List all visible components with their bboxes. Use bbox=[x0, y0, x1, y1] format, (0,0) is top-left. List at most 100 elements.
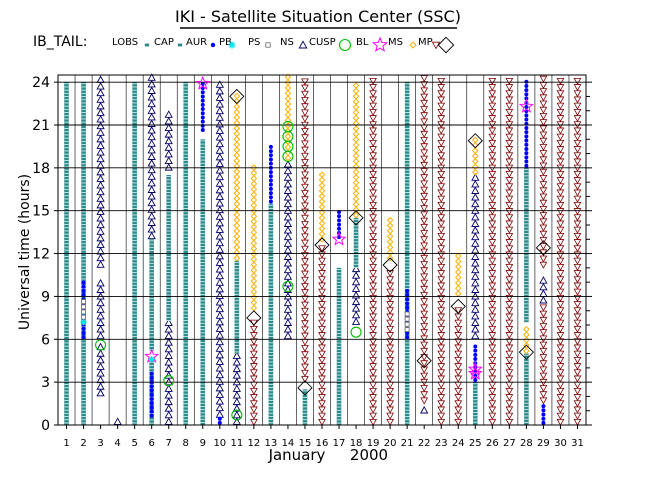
day-20-mp-mark-7 bbox=[386, 375, 395, 383]
legend-label-ns: NS bbox=[280, 37, 294, 48]
day-7-ns-mark-8 bbox=[164, 110, 173, 118]
day-30-mp-mark-23 bbox=[556, 276, 565, 284]
day-15-mp-mark-26 bbox=[301, 214, 309, 222]
day-21-aur-mark-11 bbox=[405, 288, 410, 293]
day-column-10 bbox=[215, 80, 224, 425]
day-22-mp-mark-22 bbox=[420, 261, 429, 269]
day-16-mp-mark-21 bbox=[318, 288, 326, 296]
day-25-ns-mark-22 bbox=[471, 186, 480, 194]
day-11-ms-mark-7 bbox=[233, 216, 241, 224]
day-18-ms-mark-23 bbox=[352, 87, 360, 95]
day-14-ms-mark-9 bbox=[284, 106, 292, 113]
day-19-mp-mark-30 bbox=[369, 232, 377, 240]
day-29-aur-mark-1 bbox=[541, 416, 546, 421]
day-10-ns-mark-23 bbox=[215, 258, 224, 266]
day-3-ns-mark-2 bbox=[96, 318, 105, 326]
day-7-ns-mark-12 bbox=[164, 338, 173, 346]
day-3-ns-mark-5 bbox=[96, 227, 105, 235]
day-25-aur-mark-0 bbox=[473, 378, 478, 383]
day-15-mp-mark-28 bbox=[301, 202, 309, 210]
day-28-bs-marker-0 bbox=[518, 344, 535, 360]
day-26-mp-mark-16 bbox=[488, 319, 497, 327]
day-26-mp-mark-31 bbox=[488, 226, 497, 234]
day-24-mp-mark-4 bbox=[454, 394, 463, 402]
day-12-ms-mark-2 bbox=[250, 293, 258, 301]
day-15-mp-mark-27 bbox=[301, 208, 309, 216]
day-14-ns-mark-3 bbox=[283, 311, 293, 320]
day-19-mp-mark-36 bbox=[369, 195, 377, 203]
day-23-mp-mark-9 bbox=[437, 363, 446, 371]
day-21-aur-mark-9 bbox=[405, 297, 410, 302]
day-3-ns-mark-16 bbox=[96, 154, 105, 163]
day-10-ns-mark-12 bbox=[215, 331, 224, 339]
day-21-aur-mark-8 bbox=[405, 301, 410, 306]
day-15-mp-mark-3 bbox=[301, 357, 309, 365]
day-10-ns-mark-10 bbox=[215, 344, 224, 352]
day-23-mp-mark-34 bbox=[437, 208, 446, 216]
day-3-ns-mark-5 bbox=[96, 298, 105, 307]
day-20-mp-mark-5 bbox=[386, 387, 395, 395]
day-15-mp-mark-2 bbox=[301, 363, 309, 371]
day-22-mp-mark-45 bbox=[420, 118, 429, 126]
chart-title: IKI - Satellite Situation Center (SSC) bbox=[175, 7, 461, 26]
day-23-mp-mark-55 bbox=[437, 77, 446, 85]
x-tick-label-29: 29 bbox=[537, 438, 550, 449]
day-26-mp-mark-33 bbox=[488, 214, 497, 222]
day-14-ns-mark-1 bbox=[283, 325, 293, 333]
day-13-aur-mark-1 bbox=[268, 195, 273, 200]
day-25-ns-mark-1 bbox=[471, 325, 480, 333]
day-27-mp-mark-44 bbox=[505, 146, 514, 154]
day-22-ns-mark-0 bbox=[420, 405, 429, 414]
day-24-mp-mark-1 bbox=[454, 412, 463, 420]
day-11-ms-mark-19 bbox=[233, 152, 241, 159]
day-23-mp-mark-33 bbox=[437, 214, 446, 222]
day-30-mp-mark-5 bbox=[556, 387, 565, 395]
day-13-aur-mark-12 bbox=[268, 149, 273, 154]
day-12-mp-mark-10 bbox=[249, 356, 258, 364]
day-4-ns-mark-0 bbox=[113, 417, 122, 425]
day-24-ms-mark-1 bbox=[454, 285, 462, 292]
day-29-mp-mark-30 bbox=[539, 75, 548, 83]
day-20-mp-mark-2 bbox=[386, 406, 395, 414]
y-tick-label-9: 9 bbox=[41, 289, 50, 305]
day-23-mp-mark-31 bbox=[437, 226, 446, 234]
day-27-mp-mark-18 bbox=[505, 307, 514, 315]
day-14-ns-mark-11 bbox=[283, 259, 293, 267]
x-tick-label-15: 15 bbox=[299, 438, 312, 449]
day-20-mp-mark-3 bbox=[386, 400, 395, 408]
day-26-mp-mark-2 bbox=[488, 406, 497, 414]
day-column-16 bbox=[318, 171, 326, 426]
day-25-ms-mark-2 bbox=[471, 158, 479, 165]
day-23-mp-mark-1 bbox=[437, 412, 446, 420]
day-31-mp-mark-52 bbox=[573, 96, 582, 104]
day-7-ns-mark-14 bbox=[164, 324, 173, 333]
day-7-ns-mark-4 bbox=[164, 390, 173, 399]
day-11-ms-mark-21 bbox=[233, 141, 241, 148]
day-14-ms-mark-0 bbox=[284, 154, 292, 162]
day-12-ms-mark-13 bbox=[250, 234, 258, 242]
day-16-ms-mark-7 bbox=[318, 198, 326, 205]
day-20-mp-mark-14 bbox=[386, 332, 395, 340]
day-22-mp-mark-13 bbox=[420, 316, 429, 324]
day-26-mp-mark-23 bbox=[488, 276, 497, 284]
day-18-ns-mark-6 bbox=[351, 277, 361, 286]
day-15-mp-mark-32 bbox=[301, 177, 309, 185]
day-23-mp-mark-24 bbox=[437, 270, 446, 278]
day-19-mp-mark-19 bbox=[369, 301, 377, 309]
day-23-mp-mark-3 bbox=[437, 400, 446, 408]
day-31-mp-mark-29 bbox=[573, 239, 582, 247]
day-10-ns-mark-27 bbox=[215, 232, 224, 240]
day-12-ms-mark-3 bbox=[250, 288, 258, 296]
day-16-ms-mark-4 bbox=[318, 214, 326, 222]
day-14-ms-mark-4 bbox=[284, 133, 292, 140]
day-10-ns-mark-19 bbox=[215, 284, 224, 293]
day-30-mp-mark-24 bbox=[556, 270, 565, 278]
day-14-ns-mark-19 bbox=[283, 206, 293, 214]
day-19-mp-mark-47 bbox=[369, 127, 377, 135]
day-29-mp-mark-17 bbox=[539, 156, 548, 164]
day-14-ms-mark-14 bbox=[284, 79, 292, 86]
day-25-ns-mark-10 bbox=[471, 265, 480, 274]
day-12-mp-mark-7 bbox=[249, 375, 258, 383]
y-tick-label-15: 15 bbox=[32, 204, 50, 220]
day-27-mp-mark-7 bbox=[505, 375, 514, 383]
